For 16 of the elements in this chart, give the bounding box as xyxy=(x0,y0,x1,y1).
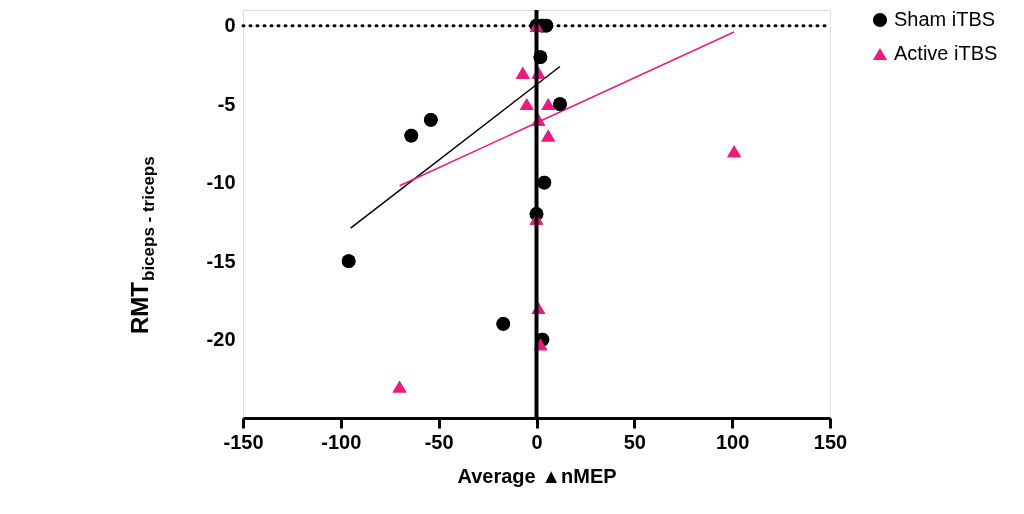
legend-label: Active iTBS xyxy=(894,42,998,64)
x-axis-title: Average ▲nMEP xyxy=(457,464,617,487)
x-tick-label: 150 xyxy=(813,430,848,453)
y-tick-label: -5 xyxy=(217,92,236,115)
x-tick-label: 100 xyxy=(715,430,750,453)
y-tick-label: -15 xyxy=(206,249,236,272)
y-tick-label: -20 xyxy=(206,328,236,351)
y-axis-title: RMTbiceps - triceps xyxy=(126,156,158,334)
legend-label: Sham iTBS xyxy=(894,8,996,30)
y-tick-label: -10 xyxy=(206,171,236,194)
x-tick-label: -100 xyxy=(321,430,362,453)
y-tick-label: 0 xyxy=(224,14,236,37)
x-tick-label: -150 xyxy=(223,430,264,453)
x-tick-label: 0 xyxy=(531,430,543,453)
x-tick-label: -50 xyxy=(424,430,454,453)
x-tick-label: 50 xyxy=(623,430,646,453)
